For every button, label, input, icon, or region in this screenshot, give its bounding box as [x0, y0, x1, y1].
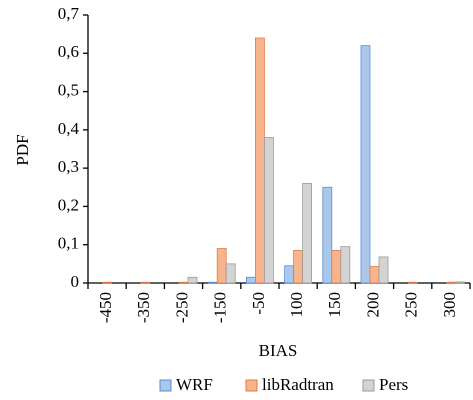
x-tick-label: 150: [325, 292, 344, 318]
bar: [102, 281, 112, 284]
bar: [445, 281, 456, 284]
x-tick-label: -350: [134, 292, 153, 323]
y-axis-title: PDF: [13, 134, 32, 165]
bar: [187, 276, 198, 284]
y-tick-label: 0,4: [58, 119, 80, 138]
legend-swatch: [159, 379, 172, 392]
legend-label: libRadtran: [262, 375, 334, 394]
legend-label: Pers: [379, 375, 408, 394]
y-tick-label: 0,2: [58, 195, 79, 214]
x-axis-title: BIAS: [259, 341, 298, 360]
bar: [207, 281, 218, 284]
bar: [340, 246, 351, 284]
bar: [293, 250, 304, 284]
x-tick-label: -150: [211, 292, 230, 323]
x-tick-label: 250: [402, 292, 421, 318]
x-tick-label: -250: [172, 292, 191, 323]
bar: [178, 281, 189, 284]
x-tick-label: 200: [363, 292, 382, 318]
bar: [360, 45, 371, 284]
y-tick-label: 0,6: [58, 42, 79, 61]
x-tick-label: -450: [96, 292, 115, 323]
y-tick-label: 0,7: [58, 4, 80, 23]
bar: [284, 265, 295, 284]
bar: [140, 281, 151, 284]
x-tick-label: 100: [287, 292, 306, 318]
x-tick-label: 300: [440, 292, 459, 318]
bar: [254, 37, 265, 284]
bar: [322, 186, 333, 284]
legend-swatch: [245, 379, 258, 392]
bar: [302, 183, 313, 284]
y-tick-label: 0,1: [58, 234, 79, 253]
legend-swatch: [362, 379, 375, 392]
bar: [225, 263, 236, 284]
bar: [245, 276, 256, 284]
y-tick-label: 0,5: [58, 80, 79, 99]
x-tick-label: -50: [249, 292, 268, 315]
y-tick-label: 0,3: [58, 157, 79, 176]
bar: [216, 248, 227, 284]
y-tick-label: 0: [71, 272, 80, 291]
bar: [378, 256, 389, 284]
bar: [454, 281, 465, 284]
legend-label: WRF: [176, 375, 213, 394]
bar: [369, 266, 380, 284]
bar: [331, 250, 342, 284]
bar: [263, 137, 274, 284]
bar: [407, 281, 418, 284]
